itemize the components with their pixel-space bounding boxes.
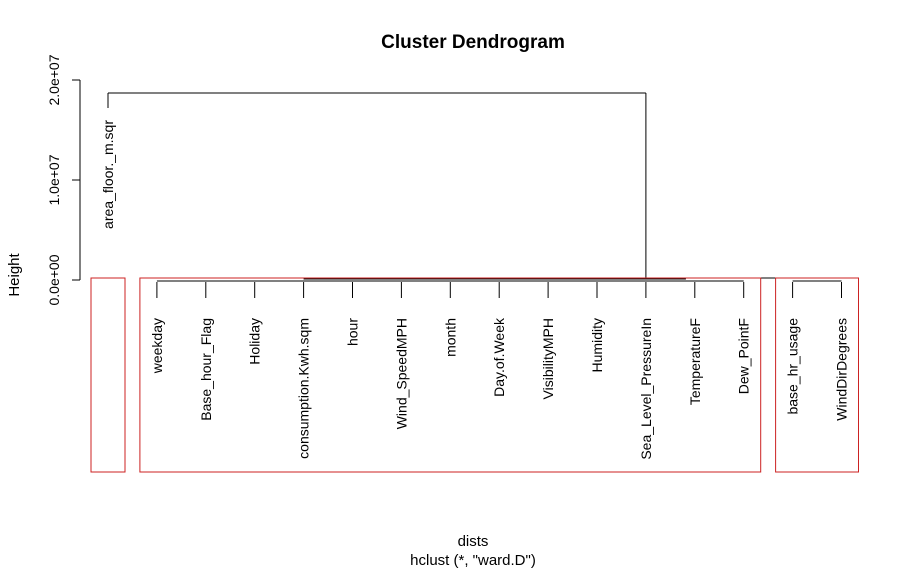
y-axis-label: Height: [6, 252, 23, 296]
leaf-label: Dew_PointF: [736, 318, 752, 394]
cluster-boxes: [90, 277, 859, 473]
leaf-label: Day.of.Week: [491, 317, 507, 397]
leaf-label: Wind_SpeedMPH: [393, 318, 409, 429]
leaf-label: Humidity: [589, 318, 605, 372]
leaf-label: weekday: [149, 318, 165, 374]
dendrogram-tree: [107, 92, 842, 298]
leaf-label: Holiday: [247, 318, 263, 365]
chart-title: Cluster Dendrogram: [381, 32, 565, 53]
cluster-box: [90, 277, 126, 473]
leaf-label: hour: [345, 318, 361, 346]
leaf-label: month: [442, 318, 458, 357]
leaf-label: Base_hour_Flag: [198, 318, 214, 421]
x-axis-label: dists: [458, 533, 489, 550]
y-tick-label: 0.0e+00: [46, 254, 62, 305]
chart-subtitle: hclust (*, "ward.D"): [410, 552, 536, 569]
y-tick-label: 1.0e+07: [46, 154, 62, 205]
leaf-label: area_floor._m.sqr: [100, 120, 116, 229]
leaf-label: Sea_Level_PressureIn: [638, 318, 654, 460]
y-axis: 0.0e+00 1.0e+07 2.0e+07: [46, 54, 81, 306]
cluster-box: [775, 277, 859, 473]
leaf-label: consumption.Kwh.sqm: [296, 318, 312, 459]
leaf-label: VisibilityMPH: [540, 318, 556, 399]
leaf-label: base_hr_usage: [785, 318, 801, 415]
leaf-label: TemperatureF: [687, 318, 703, 405]
y-tick-label: 2.0e+07: [46, 54, 62, 105]
cluster-box: [139, 277, 762, 473]
leaf-label: WindDirDegrees: [834, 318, 850, 421]
